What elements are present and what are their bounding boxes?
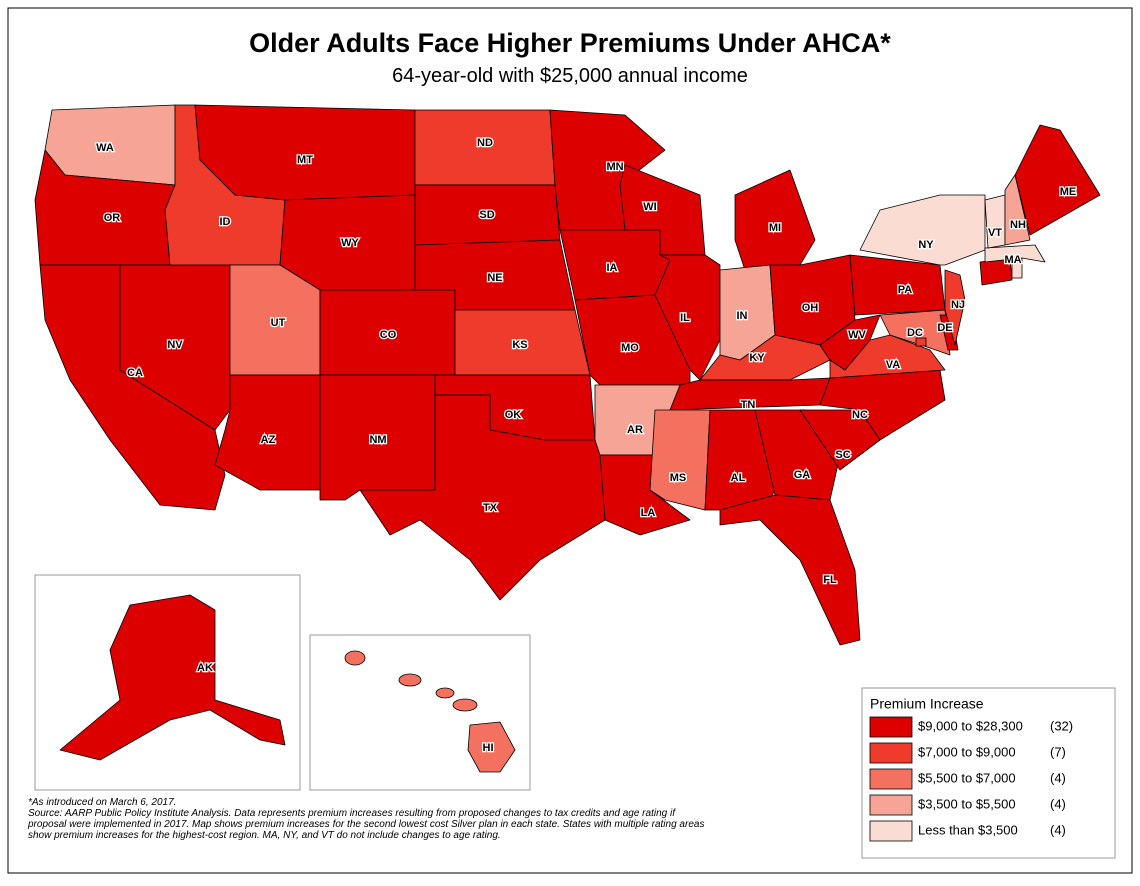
state-label: WI [643, 201, 656, 213]
state-label: IL [680, 312, 690, 324]
state-label: NY [918, 239, 934, 251]
state-label: ID [220, 216, 231, 228]
state-label: VT [988, 227, 1002, 239]
islet [435, 687, 455, 699]
state-label: NE [487, 272, 502, 284]
state-label: MT [297, 154, 313, 166]
state-labels: WA OR CA NV ID MT WY UT CO AZ NM ND SD NE KS OK TX MN IA MO… [95, 136, 1078, 756]
state-label: KY [749, 352, 765, 364]
state-label: AR [627, 424, 643, 436]
states [34, 104, 1101, 773]
legend-count: (4) [1050, 770, 1066, 785]
footnote: proposal were implemented in 2017. Map s… [27, 819, 704, 830]
state-label: MI [769, 222, 781, 234]
state-label: WV [848, 329, 866, 341]
islet [344, 650, 366, 666]
state [984, 244, 1046, 263]
state-label: DE [937, 322, 952, 334]
state-label: NJ [951, 299, 965, 311]
state-label: KS [512, 339, 527, 351]
footnote: show premium increases for the highest-c… [28, 830, 501, 841]
state-label: NV [167, 339, 183, 351]
legend-count: (7) [1050, 744, 1066, 759]
islet [398, 673, 422, 687]
alaska-inset [34, 574, 301, 791]
state-label: IN [737, 310, 748, 322]
legend-swatch [869, 742, 913, 764]
state-label: WY [341, 237, 359, 249]
state-label: NM [369, 434, 386, 446]
state-label: TN [741, 399, 756, 411]
hawaii-inset [309, 634, 531, 791]
state-label: TX [483, 502, 498, 514]
state-label: SD [479, 209, 494, 221]
legend-swatch [869, 716, 913, 738]
state-label: AK [197, 662, 213, 674]
state [1014, 124, 1101, 236]
state-label: MN [606, 161, 623, 173]
state-label: UT [271, 317, 286, 329]
state [649, 409, 711, 511]
legend-count: (32) [1050, 718, 1073, 733]
state [194, 104, 416, 201]
legend-count: (4) [1050, 796, 1066, 811]
state-label: WA [96, 142, 114, 154]
legend-count: (4) [1050, 822, 1066, 837]
state [699, 334, 831, 381]
state-label: AL [731, 472, 746, 484]
islet [452, 698, 478, 712]
legend-label: $3,500 to $5,500 [918, 796, 1016, 811]
state-label: OR [104, 212, 121, 224]
subtitle: 64-year-old with $25,000 annual income [392, 65, 748, 87]
state [719, 494, 861, 646]
state-label: ND [477, 137, 493, 149]
state [984, 194, 1006, 249]
state-label: MA [1004, 254, 1021, 266]
state-label: OH [802, 302, 819, 314]
state-label: NH [1010, 219, 1026, 231]
state-label: ME [1060, 186, 1077, 198]
state-label: MS [670, 472, 687, 484]
state-label: IA [607, 262, 618, 274]
state-label: OK [505, 409, 522, 421]
state [859, 194, 986, 266]
state-label: HI [483, 742, 494, 754]
legend-swatch [869, 768, 913, 790]
title: Older Adults Face Higher Premiums Under … [249, 28, 891, 58]
state-label: MO [621, 342, 639, 354]
state-label: FL [823, 574, 837, 586]
state-label: CO [380, 329, 397, 341]
legend-swatch [869, 794, 913, 816]
state [879, 309, 951, 356]
legend-swatch [869, 820, 913, 842]
state [799, 409, 881, 471]
state [619, 164, 706, 256]
state-label: GA [794, 469, 811, 481]
legend-label: $9,000 to $28,300 [918, 718, 1023, 733]
state-label: CA [127, 367, 143, 379]
state [944, 269, 966, 346]
state-label: VA [886, 359, 901, 371]
legend-label: Less than $3,500 [918, 822, 1018, 837]
state-label: PA [898, 284, 913, 296]
footnote: Source: AARP Public Policy Institute Ana… [28, 808, 676, 819]
legend-title: Premium Increase [870, 696, 984, 712]
state-label: AZ [261, 434, 276, 446]
legend-label: $5,500 to $7,000 [918, 770, 1016, 785]
state [59, 594, 286, 761]
state [467, 721, 516, 773]
state-label: NC [852, 409, 868, 421]
hawaii-islets [344, 650, 478, 712]
state-label: SC [835, 449, 850, 461]
state [1004, 174, 1031, 246]
state-label: LA [641, 507, 656, 519]
state-label: DC [907, 327, 923, 339]
footnote: *As introduced on March 6, 2017. [28, 797, 176, 808]
state [915, 337, 927, 347]
state [214, 374, 321, 491]
legend-label: $7,000 to $9,000 [918, 744, 1016, 759]
